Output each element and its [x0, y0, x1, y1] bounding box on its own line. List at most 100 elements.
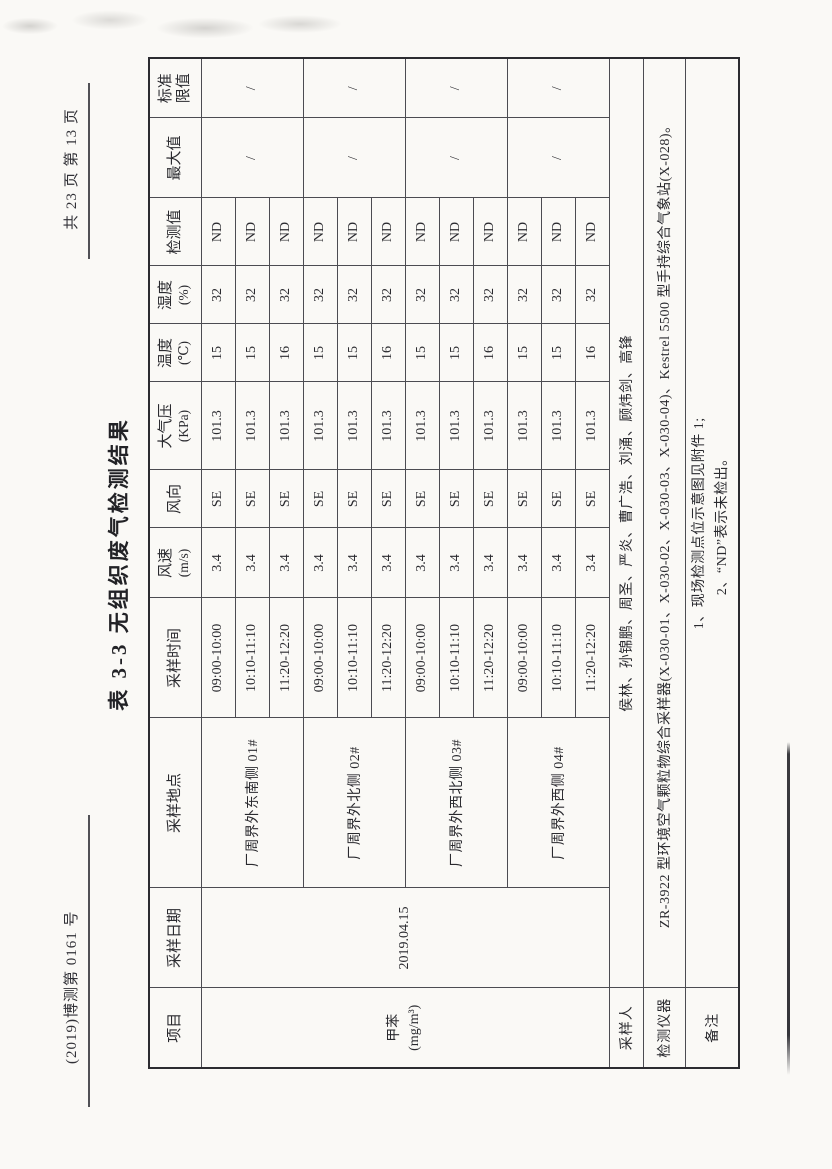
cell-temp: 15	[405, 324, 439, 382]
cell-temp: 15	[337, 324, 371, 382]
cell-max: /	[405, 118, 507, 198]
cell-limit: /	[201, 58, 303, 118]
cell-location: 厂周界外西侧 04#	[507, 718, 609, 888]
instrument-text: ZR-3922 型环境空气颗粒物综合采样器(X-030-01、X-030-02、…	[643, 58, 685, 988]
col-header-limit: 标准 限值	[149, 58, 201, 118]
table-row: 甲苯 (mg/m³) 2019.04.15 厂周界外东南侧 01# 09:00-…	[201, 58, 609, 1068]
col-header-max: 最大值	[149, 118, 201, 198]
cell-humidity: 32	[371, 266, 405, 324]
cell-temp: 16	[269, 324, 303, 382]
col-header-detected: 检测值	[149, 198, 201, 266]
cell-wind-speed: 3.4	[303, 528, 337, 598]
instrument-label: 检测仪器	[643, 988, 685, 1068]
remark-line-1: 1、现场检测点位示意图见附件 1;	[692, 417, 708, 630]
cell-time: 10:10-11:10	[235, 598, 269, 718]
cell-wind-speed: 3.4	[439, 528, 473, 598]
paper-edge-artifact	[787, 742, 790, 1075]
cell-wind-dir: SE	[201, 470, 235, 528]
cell-detected: ND	[405, 198, 439, 266]
page-number-info: 共 23 页 第 13 页	[64, 108, 80, 230]
cell-time: 10:10-11:10	[439, 598, 473, 718]
cell-wind-speed: 3.4	[269, 528, 303, 598]
cell-detected: ND	[541, 198, 575, 266]
cell-wind-dir: SE	[337, 470, 371, 528]
cell-wind-dir: SE	[235, 470, 269, 528]
cell-pressure: 101.3	[201, 382, 235, 470]
cell-date: 2019.04.15	[201, 888, 609, 988]
cell-temp: 15	[201, 324, 235, 382]
cell-pressure: 101.3	[439, 382, 473, 470]
cell-wind-dir: SE	[269, 470, 303, 528]
cell-detected: ND	[575, 198, 609, 266]
cell-time: 11:20-12:20	[575, 598, 609, 718]
cell-location: 厂周界外西北侧 03#	[405, 718, 507, 888]
cell-humidity: 32	[575, 266, 609, 324]
cell-detected: ND	[303, 198, 337, 266]
results-table: 项目 采样日期 采样地点 采样时间 风速 (m/s) 风向 大气压 (KPa) …	[148, 57, 740, 1069]
cell-limit: /	[507, 58, 609, 118]
sampler-label: 采样人	[609, 988, 643, 1068]
header-underline-left	[88, 815, 90, 1107]
col-header-item: 项目	[149, 988, 201, 1068]
cell-time: 09:00-10:00	[303, 598, 337, 718]
cell-wind-dir: SE	[303, 470, 337, 528]
cell-wind-speed: 3.4	[405, 528, 439, 598]
remarks-text: 1、现场检测点位示意图见附件 1; 2、“ND”表示未检出。	[685, 58, 739, 988]
cell-humidity: 32	[201, 266, 235, 324]
cell-humidity: 32	[439, 266, 473, 324]
cell-temp: 16	[575, 324, 609, 382]
cell-wind-speed: 3.4	[235, 528, 269, 598]
cell-detected: ND	[337, 198, 371, 266]
cell-max: /	[201, 118, 303, 198]
cell-temp: 16	[473, 324, 507, 382]
cell-humidity: 32	[269, 266, 303, 324]
cell-pressure: 101.3	[507, 382, 541, 470]
col-header-pressure: 大气压 (KPa)	[149, 382, 201, 470]
col-header-wind-dir: 风向	[149, 470, 201, 528]
cell-limit: /	[303, 58, 405, 118]
cell-wind-speed: 3.4	[575, 528, 609, 598]
cell-location: 厂周界外东南侧 01#	[201, 718, 303, 888]
cell-wind-speed: 3.4	[473, 528, 507, 598]
col-header-humidity: 湿度 (%)	[149, 266, 201, 324]
col-header-wind-speed: 风速 (m/s)	[149, 528, 201, 598]
cell-humidity: 32	[405, 266, 439, 324]
cell-pressure: 101.3	[405, 382, 439, 470]
cell-item: 甲苯 (mg/m³)	[201, 988, 609, 1068]
cell-wind-dir: SE	[575, 470, 609, 528]
cell-wind-speed: 3.4	[371, 528, 405, 598]
cell-wind-dir: SE	[405, 470, 439, 528]
cell-humidity: 32	[507, 266, 541, 324]
cell-humidity: 32	[473, 266, 507, 324]
remarks-row: 备注 1、现场检测点位示意图见附件 1; 2、“ND”表示未检出。	[685, 58, 739, 1068]
cell-temp: 15	[507, 324, 541, 382]
cell-time: 11:20-12:20	[269, 598, 303, 718]
cell-temp: 15	[541, 324, 575, 382]
cell-wind-speed: 3.4	[201, 528, 235, 598]
remarks-label: 备注	[685, 988, 739, 1068]
cell-time: 11:20-12:20	[473, 598, 507, 718]
cell-pressure: 101.3	[575, 382, 609, 470]
cell-humidity: 32	[235, 266, 269, 324]
cell-pressure: 101.3	[371, 382, 405, 470]
cell-location: 厂周界外北侧 02#	[303, 718, 405, 888]
cell-detected: ND	[269, 198, 303, 266]
table-header-row: 项目 采样日期 采样地点 采样时间 风速 (m/s) 风向 大气压 (KPa) …	[149, 58, 201, 1068]
cell-wind-dir: SE	[541, 470, 575, 528]
col-header-date: 采样日期	[149, 888, 201, 988]
cell-max: /	[507, 118, 609, 198]
cell-detected: ND	[201, 198, 235, 266]
cell-detected: ND	[235, 198, 269, 266]
cell-temp: 15	[303, 324, 337, 382]
cell-pressure: 101.3	[269, 382, 303, 470]
cell-time: 10:10-11:10	[541, 598, 575, 718]
cell-wind-dir: SE	[507, 470, 541, 528]
cell-pressure: 101.3	[473, 382, 507, 470]
cell-temp: 16	[371, 324, 405, 382]
cell-time: 09:00-10:00	[405, 598, 439, 718]
header-underline-right	[88, 83, 90, 259]
cell-pressure: 101.3	[541, 382, 575, 470]
cell-limit: /	[405, 58, 507, 118]
